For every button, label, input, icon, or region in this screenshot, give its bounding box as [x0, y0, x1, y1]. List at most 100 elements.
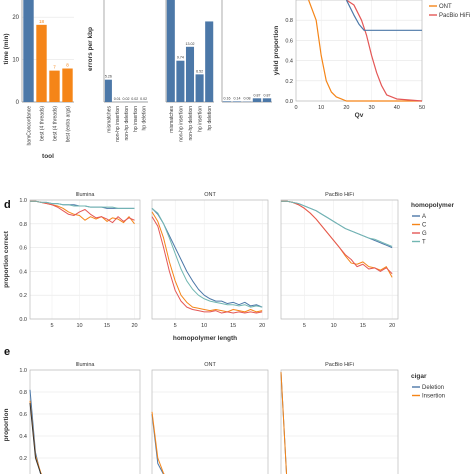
cigar-illumina-y-label: proportion — [3, 409, 10, 442]
errors-left-bar — [104, 79, 112, 102]
hp-illumina-y-label: proportion correct — [3, 230, 10, 288]
hp-legend-entry: T — [422, 240, 426, 246]
errors-middle-tick-label: non-hp insertion — [178, 106, 184, 142]
cigar-pacbio-title: PacBio HiFi — [325, 362, 354, 368]
cigar-ont-title: ONT — [204, 362, 216, 368]
errors-middle-bar — [176, 60, 185, 102]
errors-right-data-label: 0.14 — [234, 96, 241, 100]
cigar-illumina-title: Illumina — [76, 362, 96, 368]
errors-middle-bar — [205, 21, 214, 102]
yield-legend-entry: PacBio HiFi — [439, 13, 470, 19]
errors-right-bar — [252, 98, 262, 102]
hp-pacbio-title: PacBio HiFi — [325, 192, 354, 198]
tool-time-bar — [36, 24, 47, 102]
hp-ont-x-tick-label: 20 — [259, 323, 265, 329]
cigar-pacbio-series-line — [280, 372, 288, 474]
errors-left-y-label: errors per kbp — [87, 27, 94, 71]
errors-right-data-label: 0.08 — [244, 97, 251, 101]
errors-left-tick-label: hp insertion — [133, 106, 139, 132]
errors-left-tick-label: hp deletion — [142, 106, 148, 131]
yield-x-label: Qv — [355, 112, 364, 119]
hp-pacbio-series-line — [281, 200, 393, 247]
cigar-ont-frame — [151, 369, 269, 474]
panel-letter-e: e — [4, 346, 10, 358]
tool-time-y-tick-label: 0 — [16, 100, 20, 106]
hp-legend-entry: C — [422, 223, 427, 229]
hp-illumina-y-tick-label: 0.6 — [19, 246, 27, 252]
tool-time-y-tick-label: 10 — [12, 58, 19, 64]
yield-series-line — [345, 0, 422, 31]
errors-middle-bar — [185, 46, 195, 102]
yield-legend-entry: ONT — [439, 4, 452, 10]
tool-time-x-label: tool — [42, 153, 54, 160]
errors-right-data-label: 0.16 — [224, 96, 231, 100]
tool-time-data-label: 8 — [66, 63, 69, 68]
errors-right-data-label: 0.87 — [264, 93, 271, 97]
yield-y-tick-label: 0.0 — [285, 99, 293, 105]
errors-left-data-label: 0.01 — [114, 97, 121, 101]
hp-pacbio-frame — [280, 199, 399, 320]
tool-time-tick-label: bamConcordance — [27, 106, 33, 146]
errors-left-tick-label: mismatches — [106, 106, 112, 133]
hp-legend-title: homopolymer — [411, 202, 454, 209]
hp-pacbio-x-tick-label: 10 — [331, 323, 337, 329]
yield-x-tick-label: 10 — [318, 105, 324, 111]
hp-illumina-y-tick-label: 0.2 — [19, 293, 27, 299]
yield-y-tick-label: 0.4 — [285, 59, 293, 65]
yield-y-label: yield proportion — [273, 26, 280, 76]
hp-ont-series-line — [151, 207, 263, 308]
yield-series-line — [346, 0, 423, 102]
errors-middle-tick-label: hp deletion — [207, 106, 213, 131]
errors-left-data-label: 0.02 — [123, 97, 130, 101]
tool-time-y-tick-label: 20 — [12, 15, 19, 21]
errors-middle-data-label: 6.52 — [196, 69, 203, 73]
hp-illumina-x-label: homopolymer length — [173, 335, 237, 342]
yield-y-tick-label: 0.2 — [285, 79, 293, 85]
tool-time-data-label: 7 — [53, 65, 56, 70]
errors-left-tick-label: non-hp insertion — [115, 106, 121, 142]
tool-time-data-label: 18 — [39, 19, 45, 24]
hp-illumina-y-tick-label: 0.4 — [19, 269, 27, 275]
yield-x-tick-label: 50 — [419, 105, 425, 111]
yield-x-tick-label: 0 — [294, 105, 297, 111]
hp-legend-entry: A — [422, 214, 426, 220]
cigar-illumina-series-line — [29, 400, 43, 474]
text-layer: bamConcordance 18 best (4 threads) 7 best (4… — [3, 4, 470, 462]
hp-illumina-y-tick-label: 0.8 — [19, 222, 27, 228]
hp-illumina-title: Illumina — [76, 192, 96, 198]
errors-middle-tick-label: non-hp deletion — [188, 106, 194, 141]
errors-middle-data-label: 13.02 — [186, 42, 195, 46]
errors-middle-bar — [195, 74, 204, 102]
hp-ont-x-tick-label: 15 — [230, 323, 236, 329]
hp-pacbio-x-tick-label: 15 — [360, 323, 366, 329]
cigar-illumina-frame — [29, 369, 141, 474]
cigar-illumina-y-tick-label: 1.0 — [19, 368, 27, 374]
panel-letter-d: d — [4, 199, 11, 211]
errors-middle-data-label: 9.74 — [177, 56, 184, 60]
cigar-legend-entry: Insertion — [422, 394, 445, 400]
tool-time-bar — [23, 0, 34, 102]
errors-left-tick-label: non-hp deletion — [124, 106, 130, 141]
cigar-illumina-y-tick-label: 0.4 — [19, 434, 27, 440]
tool-time-y-label: time (min) — [3, 33, 10, 64]
errors-left-data-label: 0.02 — [131, 97, 138, 101]
hp-illumina-y-tick-label: 0.0 — [19, 317, 27, 323]
cigar-illumina-y-tick-label: 0.2 — [19, 456, 27, 462]
hp-ont-series-line — [151, 211, 263, 313]
yield-x-tick-label: 20 — [343, 105, 349, 111]
errors-right-bar — [262, 98, 272, 102]
axes-layer — [21, 0, 423, 474]
errors-middle-bar — [166, 0, 175, 102]
errors-right-bar — [232, 101, 242, 102]
hp-illumina-series-line — [30, 200, 135, 224]
marks-layer — [23, 0, 437, 474]
cigar-legend-title: cigar — [411, 373, 427, 380]
cigar-pacbio-frame — [280, 369, 399, 474]
tool-time-bar — [49, 70, 60, 102]
hp-ont-series-line — [151, 207, 263, 308]
hp-illumina-x-tick-label: 5 — [50, 323, 53, 329]
hp-illumina-x-tick-label: 20 — [131, 323, 137, 329]
cigar-legend-entry: Deletion — [422, 385, 444, 391]
hp-illumina-series-line — [30, 200, 135, 209]
